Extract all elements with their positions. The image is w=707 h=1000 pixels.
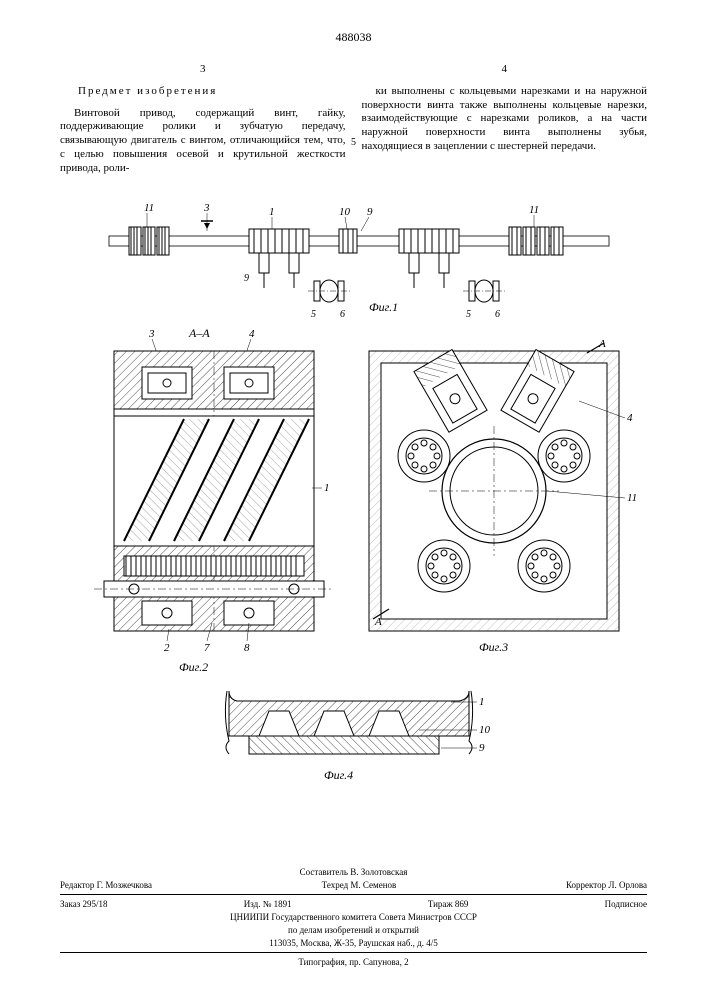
callout-3: 3 <box>203 202 210 214</box>
callout-6b: 6 <box>495 309 500 320</box>
callout-2: 2 <box>164 642 170 654</box>
footer: Составитель В. Золотовская Редактор Г. М… <box>60 864 647 970</box>
footer-editor: Редактор Г. Мозжечкова <box>60 880 152 890</box>
right-paragraph: ки выполнены с кольцевыми нарезками и на… <box>362 85 648 154</box>
fig1-label: Фиг.1 <box>369 300 398 314</box>
footer-org2: по делам изобретений и открытий <box>60 925 647 935</box>
callout-4: 4 <box>249 328 255 340</box>
right-page-num: 4 <box>362 63 648 77</box>
callout-9b: 9 <box>479 742 485 754</box>
callout-7: 7 <box>204 642 210 654</box>
footer-techred: Техред М. Семенов <box>322 880 397 890</box>
page: 488038 3 Предмет изобретения Винтовой пр… <box>0 0 707 1000</box>
left-paragraph: Винтовой привод, содержащий винт, гайку,… <box>60 107 346 176</box>
fig1: 11 3 1 <box>109 202 609 320</box>
callout-3b: 3 <box>148 328 155 340</box>
footer-compiler: Составитель В. Золотовская <box>60 867 647 877</box>
fig3: А <box>369 338 637 654</box>
fig4: 1 10 9 Фиг.4 <box>225 691 490 782</box>
callout-9: 9 <box>367 206 373 218</box>
section-AA: А–А <box>188 326 210 340</box>
footer-tirazh: Тираж 869 <box>428 899 469 909</box>
fig2: 3 А–А 4 <box>94 326 334 674</box>
subject-heading: Предмет изобретения <box>60 85 346 99</box>
left-page-num: 3 <box>60 63 346 77</box>
callout-1c: 1 <box>479 696 485 708</box>
footer-corrector: Корректор Л. Орлова <box>566 880 647 890</box>
figures-block: 11 3 1 <box>60 191 647 811</box>
callout-5b: 5 <box>466 309 471 320</box>
fig2-label: Фиг.2 <box>179 660 208 674</box>
footer-podpisnoe: Подписное <box>605 899 647 909</box>
document-number: 488038 <box>60 30 647 45</box>
callout-10b: 10 <box>479 724 491 736</box>
callout-11c: 11 <box>627 492 637 504</box>
callout-11b: 11 <box>529 204 539 216</box>
svg-text:9: 9 <box>244 273 249 284</box>
footer-org1: ЦНИИПИ Государственного комитета Совета … <box>60 912 647 922</box>
callout-4b: 4 <box>627 412 633 424</box>
callout-8: 8 <box>244 642 250 654</box>
fig4-label: Фиг.4 <box>324 768 353 782</box>
callout-10: 10 <box>339 206 351 218</box>
footer-typography: Типография, пр. Сапунова, 2 <box>60 957 647 967</box>
callout-1: 1 <box>269 206 275 218</box>
footer-order: Заказ 295/18 <box>60 899 108 909</box>
footer-address: 113035, Москва, Ж-35, Раушская наб., д. … <box>60 938 647 948</box>
callout-6: 6 <box>340 309 345 320</box>
callout-1b: 1 <box>324 482 330 494</box>
left-column: 3 Предмет изобретения Винтовой привод, с… <box>60 63 346 175</box>
figures-svg: 11 3 1 <box>69 191 639 811</box>
callout-5: 5 <box>311 309 316 320</box>
footer-izd: Изд. № 1891 <box>244 899 292 909</box>
right-column: 4 ки выполнены с кольцевыми нарезками и … <box>362 63 648 175</box>
fig3-label: Фиг.3 <box>479 640 508 654</box>
callout-11: 11 <box>144 202 154 214</box>
line-number-5: 5 <box>351 137 356 150</box>
text-columns: 3 Предмет изобретения Винтовой привод, с… <box>60 63 647 175</box>
